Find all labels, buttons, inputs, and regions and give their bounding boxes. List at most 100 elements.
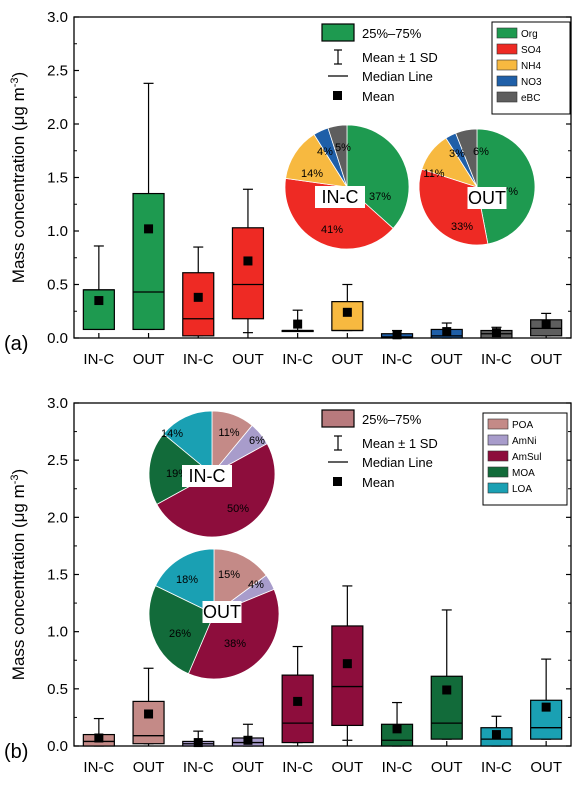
legend-entry-so4: SO4	[521, 45, 541, 56]
legend-mean-marker	[333, 91, 342, 100]
x-tick-label: IN-C	[83, 351, 114, 368]
legend-swatch-so4	[496, 43, 518, 55]
box-nh4-out	[331, 283, 364, 332]
pie-slice-ebc	[327, 124, 348, 188]
box-moa-out	[430, 609, 463, 740]
x-tick-label: OUT	[133, 351, 165, 368]
pie-out: 47%33%11%3% 6%OUT	[418, 128, 536, 246]
y-tick-label: 0.0	[47, 738, 68, 755]
pie-slice-org	[476, 128, 536, 245]
x-tick-label: OUT	[232, 759, 264, 776]
mean-marker	[94, 296, 104, 306]
legend-swatch-amni	[487, 434, 509, 446]
y-tick-label: 0.5	[47, 277, 68, 294]
pie-name-label: IN-C	[322, 187, 359, 207]
y-tick-label: 1.0	[47, 223, 68, 240]
box-amni-in-c	[182, 730, 215, 748]
style-legend: 25%–75% Mean ± 1 SD Median Line Mean	[321, 23, 438, 104]
pie-name-label: OUT	[203, 602, 241, 622]
legend-entry-amsul: AmSul	[512, 452, 541, 463]
box-poa-in-c	[82, 717, 115, 747]
pie-slice-label: 18%	[176, 574, 198, 586]
pie-slice-label: 4%	[317, 146, 333, 158]
box-iqr	[182, 272, 215, 337]
panel-a: 0.0 0.5 1.0 1.5 2.0 2.5 3.0 Mass concentration …	[4, 9, 572, 368]
pie-slice-loa	[162, 410, 213, 475]
y-axis-label: Mass concentration (μg m-3)	[9, 72, 28, 283]
pie-slice-loa	[154, 548, 215, 615]
pie-name-backdrop	[182, 465, 232, 487]
legend-sd-label: Mean ± 1 SD	[362, 50, 438, 65]
y-tick-label: 1.0	[47, 624, 68, 641]
legend-mean-label: Mean	[362, 89, 395, 104]
legend-swatch-nh4	[496, 59, 518, 71]
legend-box-swatch	[321, 409, 355, 428]
box-amni-out	[231, 723, 265, 747]
pie-name-backdrop	[202, 601, 242, 623]
box-ebc-out	[530, 312, 563, 337]
box-org-out	[132, 82, 165, 331]
x-tick-label: IN-C	[481, 351, 512, 368]
box-amsul-out	[331, 585, 364, 741]
legend-box-label: 25%–75%	[362, 412, 422, 427]
pie-name-label: OUT	[468, 188, 506, 208]
mean-marker	[541, 319, 551, 329]
legend-swatch-no3	[496, 75, 518, 87]
pie-slice-label: 11%	[218, 427, 239, 439]
legend-swatch-ebc	[496, 91, 518, 103]
y-axis-label-close: )	[9, 72, 28, 78]
box-loa-in-c	[480, 715, 513, 747]
legend-entry-ebc: eBC	[521, 93, 540, 104]
y-tick-label: 1.5	[47, 170, 68, 187]
y-axis-label-main: Mass concentration (μg m	[9, 484, 28, 680]
pie-slice-nh4	[285, 133, 348, 188]
component-legend: POA AmNi AmSul MOA LOA	[482, 412, 568, 506]
legend-box-label: 25%–75%	[362, 26, 422, 41]
legend-swatch-poa	[487, 418, 509, 430]
pie-slice-ebc	[455, 128, 478, 188]
mean-marker	[541, 702, 551, 712]
y-tick-label: 2.0	[47, 509, 68, 526]
box-moa-in-c	[380, 701, 414, 747]
pie-in-c: 11%6%50%19%14%IN-C	[148, 410, 276, 538]
mean-marker	[293, 696, 303, 706]
legend-swatch-amsul	[487, 450, 509, 462]
x-tick-label: IN-C	[183, 351, 214, 368]
legend-entry-poa: POA	[512, 420, 533, 431]
legend-entry-amni: AmNi	[512, 436, 536, 447]
pie-slice-moa	[148, 433, 213, 505]
mean-marker	[342, 307, 352, 317]
y-axis-label-sup: -3	[9, 474, 21, 484]
pie-slice-moa	[148, 585, 215, 675]
box-iqr	[132, 700, 165, 745]
x-tick-label: IN-C	[481, 759, 512, 776]
panel-b: 0.0 0.5 1.0 1.5 2.0 2.5 3.0 Mass concentration …	[4, 395, 572, 776]
pie-slice-amsul	[156, 443, 276, 538]
mean-marker	[491, 328, 501, 338]
pie-slice-label: 41%	[321, 224, 343, 236]
x-tick-label: OUT	[431, 759, 463, 776]
mean-marker	[144, 224, 154, 234]
mean-marker	[243, 256, 253, 266]
panel-label: (a)	[4, 333, 28, 355]
pie-slice-label: 14%	[301, 168, 323, 180]
pie-in-c: 37% 41% 14% 4% 5% IN-C	[284, 124, 410, 250]
legend-swatch-org	[496, 27, 518, 39]
box-no3-out	[430, 322, 463, 339]
mean-marker	[342, 659, 352, 669]
x-tick-label: OUT	[530, 759, 562, 776]
y-tick-label: 3.0	[47, 9, 68, 26]
mean-marker	[293, 319, 303, 329]
pie-slice-label: 6%	[473, 146, 489, 158]
legend-mean-marker	[333, 477, 342, 486]
legend-swatch-loa	[487, 482, 509, 494]
x-tick-label: OUT	[332, 351, 364, 368]
pie-slice-label: 37%	[369, 191, 391, 203]
pie-slice-label: 6%	[249, 435, 265, 447]
x-tick-label: OUT	[133, 759, 165, 776]
x-tick-label: OUT	[530, 351, 562, 368]
box-ebc-in-c	[480, 326, 513, 339]
pie-out: 15% 4% 38% 26% 18% OUT	[148, 548, 280, 680]
pie-slice-amsul	[187, 588, 280, 680]
